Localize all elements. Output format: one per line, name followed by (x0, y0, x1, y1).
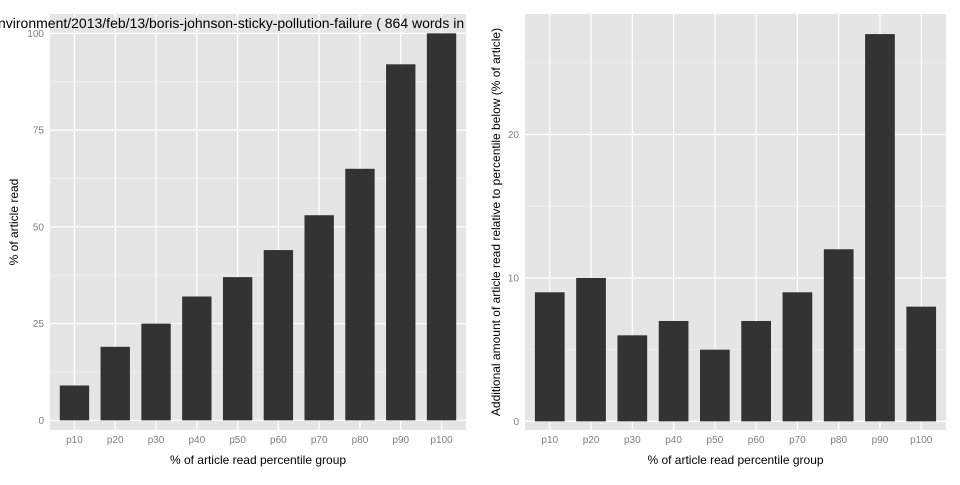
x-tick-label: p60 (748, 435, 765, 446)
bar-p50 (700, 349, 730, 422)
y-axis-title: Additional amount of article read relati… (489, 28, 503, 416)
y-tick-label: 25 (33, 319, 45, 330)
x-axis-title: % of article read percentile group (170, 453, 346, 467)
x-tick-label: p70 (311, 435, 328, 446)
bar-p50 (222, 277, 253, 421)
bar-p60 (741, 320, 771, 422)
bar-p40 (182, 296, 212, 421)
bar-p70 (304, 215, 334, 421)
y-tick-label: 0 (38, 416, 44, 427)
bar-p30 (617, 335, 648, 422)
chart-panel-2: 0 10 20 p10 p20 p30 p40 p50 p60 p70 p80 p90 p100 % of… (489, 14, 946, 467)
y-tick-label: 10 (508, 273, 520, 284)
bar-p20 (100, 346, 130, 421)
x-tick-label: p80 (352, 435, 369, 446)
x-tick-label: p40 (665, 435, 682, 446)
x-tick-label: p60 (270, 435, 287, 446)
x-tick-label: p10 (66, 435, 83, 446)
bar-p10 (59, 385, 90, 421)
x-tick-label: p80 (830, 435, 847, 446)
x-tick-label: p50 (229, 435, 246, 446)
x-tick-label: p70 (789, 435, 806, 446)
bar-p70 (782, 292, 813, 422)
x-tick-label: p100 (910, 435, 933, 446)
bar-p80 (345, 168, 375, 421)
bar-p80 (823, 249, 854, 422)
x-tick-label: p30 (148, 435, 165, 446)
page-title: nvironment/2013/feb/13/boris-johnson-sti… (0, 15, 464, 31)
y-axis-title: % of article read (7, 179, 21, 266)
y-tick-label: 50 (33, 222, 45, 233)
bar-p100 (426, 33, 457, 421)
x-tick-label: p40 (188, 435, 205, 446)
x-tick-label: p90 (872, 435, 889, 446)
bar-p90 (865, 34, 895, 422)
bar-p20 (576, 277, 606, 422)
x-axis-title: % of article read percentile group (647, 453, 823, 467)
x-tick-label: p100 (430, 435, 453, 446)
y-tick-label: 100 (27, 29, 44, 40)
y-tick-label: 20 (508, 130, 520, 141)
x-tick-label: p20 (107, 435, 124, 446)
bar-p90 (386, 64, 416, 421)
bar-p40 (658, 320, 689, 422)
bar-p60 (263, 250, 294, 421)
bar-p30 (141, 323, 171, 421)
y-tick-label: 0 (513, 417, 519, 428)
chart-panel-1: 0 25 50 75 100 p10 p20 p30 p40 p50 p60 p70 p80 p90 p10… (7, 14, 466, 467)
x-tick-label: p20 (583, 435, 600, 446)
y-tick-label: 75 (33, 126, 45, 137)
x-tick-label: p10 (541, 435, 558, 446)
bar-p10 (534, 292, 565, 422)
x-tick-label: p50 (707, 435, 724, 446)
x-tick-label: p30 (624, 435, 641, 446)
x-tick-label: p90 (392, 435, 409, 446)
bar-p100 (906, 306, 937, 422)
